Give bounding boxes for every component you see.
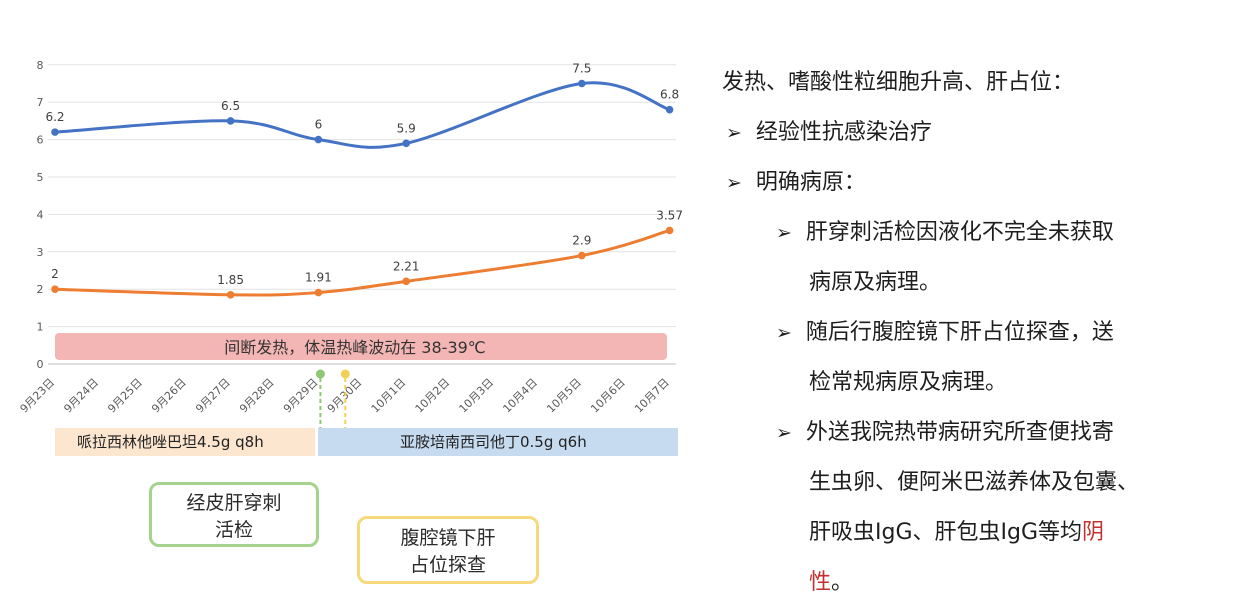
chart-area: 0 1 2 3 4 5 6 7 8 间断发热，体温热峰波动在 38-39℃ 9月23日 9月24日 9月…	[18, 59, 683, 584]
y-tick-label: 5	[37, 171, 44, 184]
procedure-line: 经皮肝穿刺	[186, 491, 282, 514]
data-point	[402, 277, 411, 286]
data-label: 6.8	[660, 88, 679, 102]
x-tick-label: 10月4日	[500, 376, 540, 416]
y-tick-label: 2	[37, 283, 44, 296]
x-tick-label: 10月7日	[632, 376, 672, 416]
sub-bullet-continuation: 检常规病原及病理。	[809, 370, 1008, 395]
data-point	[578, 251, 586, 260]
y-tick-label: 1	[37, 321, 44, 334]
data-label: 6.5	[221, 99, 240, 113]
fever-band	[55, 333, 667, 360]
bullet-item: ➢ 明确病原：	[726, 170, 866, 195]
data-label: 2.9	[572, 234, 591, 248]
arrow-bullet-icon: ➢	[776, 322, 792, 344]
procedure-marker	[315, 369, 325, 379]
data-label: 6.2	[45, 110, 64, 124]
data-label: 1.91	[305, 271, 332, 285]
negative-result-text: 阴	[1082, 520, 1105, 545]
y-tick-label: 6	[37, 134, 44, 147]
x-tick-label: 9月24日	[61, 376, 101, 416]
x-tick-label: 9月28日	[237, 376, 277, 416]
x-tick-label: 10月3日	[457, 376, 497, 416]
series-line-0	[54, 81, 671, 149]
negative-result-text: 性	[809, 570, 832, 595]
data-point	[402, 139, 411, 148]
x-tick-label: 10月2日	[413, 376, 453, 416]
data-point	[314, 135, 323, 144]
arrow-bullet-icon: ➢	[776, 422, 792, 444]
y-tick-label: 0	[37, 358, 44, 371]
procedure-box-liver-biopsy: 经皮肝穿刺 活检	[149, 482, 319, 547]
data-label: 3.57	[656, 208, 683, 222]
data-label: 7.5	[572, 62, 591, 76]
sub-bullet-continuation: 病原及病理。	[809, 270, 942, 295]
fever-band-label: 间断发热，体温热峰波动在 38-39℃	[224, 338, 486, 357]
x-tick-label: 9月23日	[18, 376, 58, 416]
data-point	[226, 117, 235, 125]
y-tick-label: 7	[37, 96, 44, 109]
data-point	[226, 291, 235, 299]
summary-heading: 发热、嗜酸性粒细胞升高、肝占位：	[722, 70, 1075, 95]
bullet-item: ➢ 经验性抗感染治疗	[726, 120, 932, 145]
data-label: 6	[315, 118, 323, 132]
y-tick-label: 8	[37, 59, 44, 72]
sub-bullet-continuation: 肝吸虫IgG、肝包虫IgG等均阴	[809, 520, 1105, 545]
x-tick-label: 9月26日	[149, 376, 189, 416]
x-tick-label: 10月5日	[544, 376, 584, 416]
y-tick-label: 3	[37, 246, 44, 259]
x-tick-label: 9月25日	[105, 376, 145, 416]
period-text: 。	[831, 570, 854, 595]
drug-label: 哌拉西林他唑巴坦4.5g q8h	[77, 433, 264, 451]
drug-bar-piperacillin: 哌拉西林他唑巴坦4.5g q8h	[55, 428, 315, 456]
procedure-marker	[340, 369, 350, 379]
procedure-line: 占位探查	[409, 554, 486, 576]
sub-bullet-continuation: 性。	[809, 564, 853, 596]
data-label: 5.9	[397, 121, 416, 135]
arrow-bullet-icon: ➢	[776, 222, 792, 244]
x-tick-label: 9月27日	[193, 376, 233, 416]
drug-bar-imipenem: 亚胺培南西司他丁0.5g q6h	[318, 428, 678, 456]
sub-bullet-continuation: 生虫卵、便阿米巴滋养体及包囊、	[809, 470, 1140, 495]
data-point	[51, 285, 59, 294]
procedure-line: 腹腔镜下肝	[400, 527, 496, 549]
x-tick-label: 10月1日	[369, 376, 409, 416]
arrow-bullet-icon: ➢	[726, 172, 742, 194]
drug-label: 亚胺培南西司他丁0.5g q6h	[400, 433, 587, 451]
x-tick-label: 9月29日	[281, 376, 321, 416]
procedure-line: 活检	[214, 518, 253, 541]
sub-bullet-item: ➢ 肝穿刺活检因液化不完全未获取	[776, 220, 1114, 245]
data-label: 1.85	[217, 273, 244, 287]
data-label: 2.21	[393, 259, 420, 273]
data-point	[51, 128, 59, 136]
arrow-bullet-icon: ➢	[726, 122, 742, 144]
procedure-box-laparoscopy: 腹腔镜下肝 占位探查	[357, 516, 539, 584]
data-point	[665, 105, 674, 114]
y-tick-label: 4	[37, 208, 44, 221]
sub-bullet-item: ➢ 随后行腹腔镜下肝占位探查，送	[776, 320, 1114, 345]
x-tick-label: 10月6日	[588, 376, 628, 416]
data-point	[578, 79, 586, 88]
data-point	[314, 288, 323, 297]
sub-bullet-item: ➢ 外送我院热带病研究所查便找寄	[776, 420, 1114, 445]
data-point	[665, 226, 674, 235]
data-label: 2	[51, 267, 59, 281]
